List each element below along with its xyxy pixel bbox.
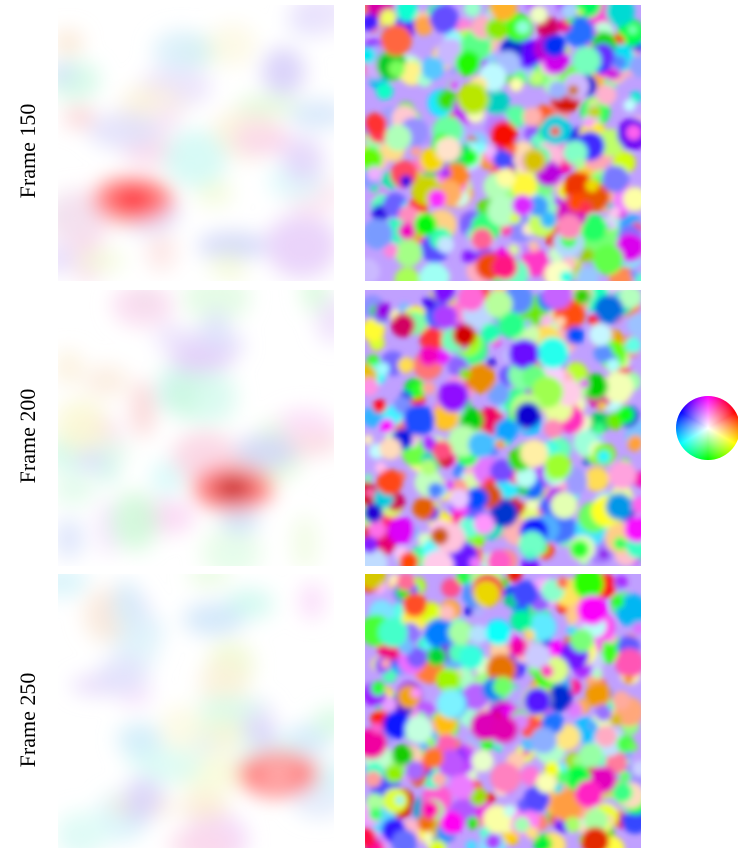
flow-map	[354, 275, 657, 581]
color-wheel	[676, 396, 738, 460]
panels: Frame 150 Frame 200 Frame 250	[0, 0, 738, 848]
row-label: Frame 150	[15, 104, 40, 199]
flow-field	[34, 563, 367, 848]
flow-map	[353, 0, 651, 293]
flow-field	[42, 269, 348, 578]
row-label: Frame 250	[15, 673, 40, 768]
row-label: Frame 200	[15, 389, 40, 484]
flow-map	[355, 561, 650, 848]
figure: Frame 150Frame 200Frame 250 (() => { con…	[0, 0, 738, 848]
flow-field	[39, 0, 354, 288]
